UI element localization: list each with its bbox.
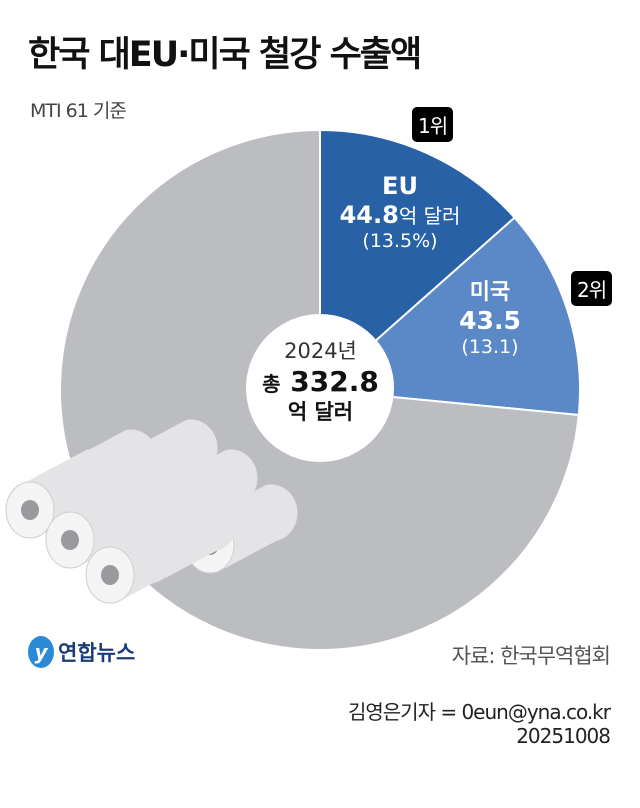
steel-roll xyxy=(5,449,118,539)
slice-eu xyxy=(319,128,517,393)
label-us-pct: (13.1) xyxy=(461,336,519,359)
label-us-value: 43.5 xyxy=(459,306,521,336)
total-prefix: 총 xyxy=(262,372,281,397)
credit-date: 20251008 xyxy=(516,724,611,748)
rank-badge-us: 2위 xyxy=(571,271,613,306)
label-eu-value: 44.8 xyxy=(339,200,399,229)
total-unit: 억 달러 xyxy=(287,400,354,425)
steel-roll xyxy=(85,514,198,604)
label-eu-unit: 억 달러 xyxy=(398,203,461,228)
credit-author: 김영은기자 = 0eun@yna.co.kr xyxy=(347,700,611,724)
source: 자료: 한국무역협회 xyxy=(451,644,611,668)
total-year: 2024년 xyxy=(284,339,357,363)
label-eu-pct: (13.5%) xyxy=(362,229,438,252)
total-value: 332.8 xyxy=(290,365,379,399)
chart-subtitle: MTI 61 기준 xyxy=(30,100,127,122)
chart-title: 한국 대EU·미국 철강 수출액 xyxy=(28,35,422,75)
label-eu-name: EU xyxy=(382,172,418,200)
rank-badge-eu: 1위 xyxy=(412,107,454,142)
total-label: 2024년 총 332.8 억 달러 xyxy=(248,338,393,426)
label-us-name: 미국 xyxy=(469,280,511,305)
credit: 김영은기자 = 0eun@yna.co.kr 20251008 xyxy=(347,700,611,748)
label-us: 미국 43.5 (13.1) xyxy=(445,280,535,359)
logo-text: 연합뉴스 xyxy=(58,641,136,665)
steel-roll xyxy=(45,479,158,569)
donut-hole xyxy=(246,314,394,462)
yonhap-logo: y 연합뉴스 xyxy=(28,636,135,668)
steel-rolls-illustration xyxy=(5,419,298,604)
logo-icon: y xyxy=(28,636,54,668)
label-eu: EU 44.8억 달러 (13.5%) xyxy=(325,172,475,252)
